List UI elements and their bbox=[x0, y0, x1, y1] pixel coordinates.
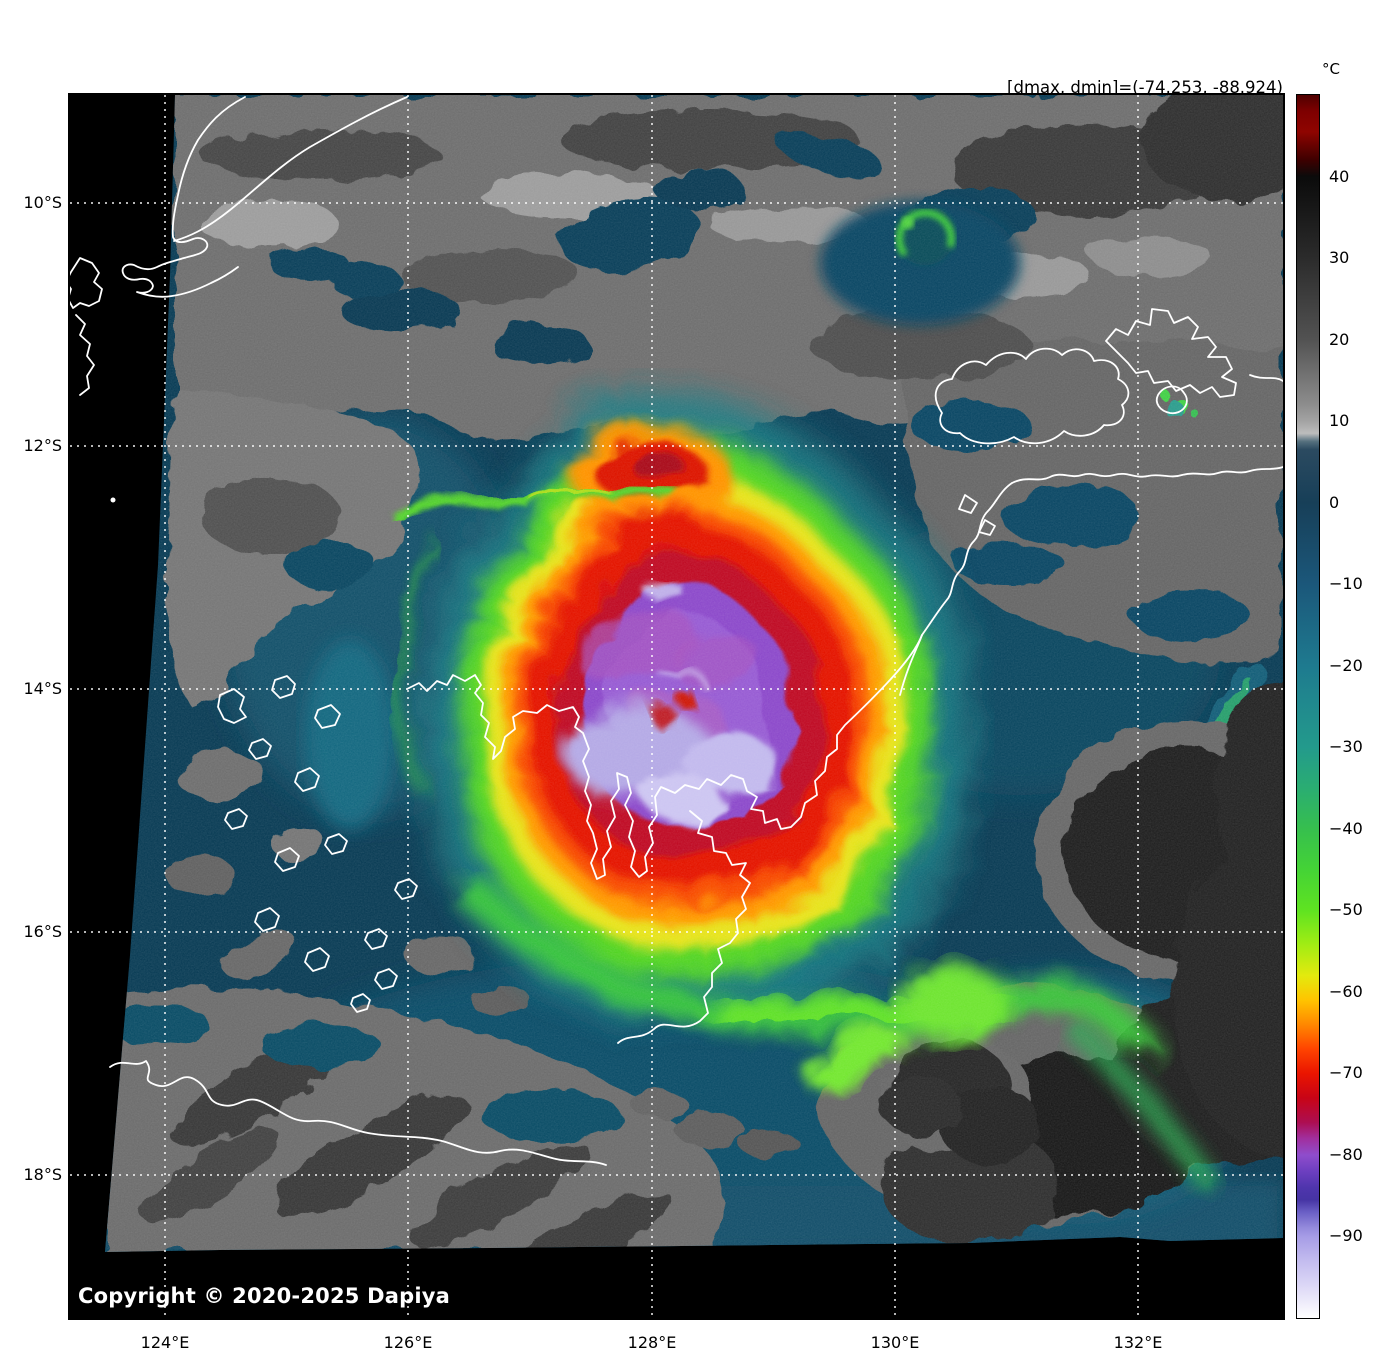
lat-label: 18°S bbox=[23, 1165, 62, 1184]
coastlines bbox=[70, 96, 1283, 1166]
lat-label: 10°S bbox=[23, 193, 62, 212]
colorbar-tick-label: −20 bbox=[1329, 655, 1363, 675]
lon-label: 132°E bbox=[1113, 1333, 1163, 1352]
lat-label: 14°S bbox=[23, 679, 62, 698]
colorbar-tick-label: −30 bbox=[1329, 737, 1363, 757]
colorbar-tick-label: −50 bbox=[1329, 900, 1363, 920]
lon-label: 124°E bbox=[140, 1333, 190, 1352]
colorbar-unit-label: °C bbox=[1322, 60, 1340, 78]
colorbar-tick-label: −80 bbox=[1329, 1144, 1363, 1164]
lat-label: 16°S bbox=[23, 922, 62, 941]
copyright-watermark: Copyright © 2020-2025 Dapiya bbox=[78, 1284, 450, 1308]
lon-label: 128°E bbox=[627, 1333, 677, 1352]
colorbar-tick-label: 20 bbox=[1329, 329, 1350, 349]
colorbar-tick-label: 0 bbox=[1329, 492, 1340, 512]
satellite-map: Copyright © 2020-2025 Dapiya bbox=[68, 93, 1285, 1320]
satellite-image bbox=[70, 95, 1283, 1318]
temperature-colorbar bbox=[1296, 94, 1320, 1319]
colorbar-tick-label: −90 bbox=[1329, 1226, 1363, 1246]
colorbar-tick-label: −60 bbox=[1329, 981, 1363, 1001]
colorbar-tick-label: −40 bbox=[1329, 818, 1363, 838]
graticule-gridlines bbox=[70, 95, 1283, 1318]
lat-label: 12°S bbox=[23, 436, 62, 455]
colorbar-tick-label: −70 bbox=[1329, 1063, 1363, 1083]
dmax-dmin-readout: [dmax, dmin]=(-74.253, -88.924) bbox=[1007, 78, 1283, 97]
colorbar-tick-label: 10 bbox=[1329, 411, 1350, 431]
colorbar-tick-label: 30 bbox=[1329, 248, 1350, 268]
lon-label: 130°E bbox=[870, 1333, 920, 1352]
colorbar-tick-label: −10 bbox=[1329, 574, 1363, 594]
sensor-grain bbox=[105, 95, 1283, 1252]
colorbar-tick-label: 40 bbox=[1329, 166, 1350, 186]
lon-label: 126°E bbox=[383, 1333, 433, 1352]
